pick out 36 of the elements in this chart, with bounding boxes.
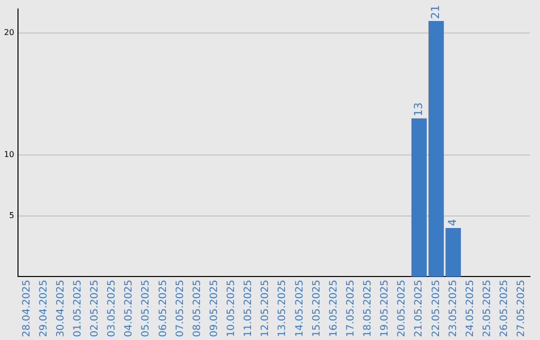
y-tick-label: 20 <box>4 28 14 38</box>
x-tick-label: 20.05.2025 <box>396 280 408 338</box>
x-tick-label: 30.04.2025 <box>55 280 66 338</box>
x-tick-label: 04.05.2025 <box>124 280 135 338</box>
x-tick-label: 27.05.2025 <box>516 280 528 338</box>
x-tick-label: 19.05.2025 <box>380 280 391 338</box>
x-tick-label: 06.05.2025 <box>158 280 169 338</box>
x-tick-label: 05.05.2025 <box>140 280 152 338</box>
x-tick-label: 03.05.2025 <box>106 280 118 338</box>
x-tick-label: 07.05.2025 <box>174 280 186 338</box>
x-tick-label: 09.05.2025 <box>208 280 220 338</box>
x-tick-label: 21.05.2025 <box>414 280 425 338</box>
x-tick-label: 24.05.2025 <box>464 280 476 338</box>
x-tick-label: 28.04.2025 <box>21 280 32 338</box>
x-tick-label: 25.05.2025 <box>482 280 493 338</box>
data-label: 21 <box>429 4 442 19</box>
x-tick-label: 15.05.2025 <box>311 280 322 338</box>
x-tick-label: 02.05.2025 <box>90 280 101 338</box>
data-label: 13 <box>412 102 425 116</box>
x-tick-label: 08.05.2025 <box>192 280 203 338</box>
x-tick-label: 13.05.2025 <box>277 280 288 338</box>
y-tick-label: 5 <box>9 210 14 220</box>
data-label: 4 <box>446 219 460 226</box>
x-tick-label: 17.05.2025 <box>345 280 356 338</box>
x-tick-label: 01.05.2025 <box>72 280 84 338</box>
x-tick-label: 23.05.2025 <box>448 280 459 338</box>
x-tick-label: 16.05.2025 <box>328 280 340 338</box>
x-tick-label: 22.05.2025 <box>430 280 442 338</box>
x-tick-label: 18.05.2025 <box>362 280 374 338</box>
x-tick-label: 11.05.2025 <box>243 280 254 338</box>
x-tick-label: 14.05.2025 <box>294 280 306 338</box>
x-tick-label: 29.04.2025 <box>38 280 50 338</box>
x-tick-label: 10.05.2025 <box>226 280 238 338</box>
x-tick-label: 12.05.2025 <box>260 280 272 338</box>
y-tick-label: 10 <box>4 150 14 160</box>
x-tick-label: 26.05.2025 <box>499 280 510 338</box>
